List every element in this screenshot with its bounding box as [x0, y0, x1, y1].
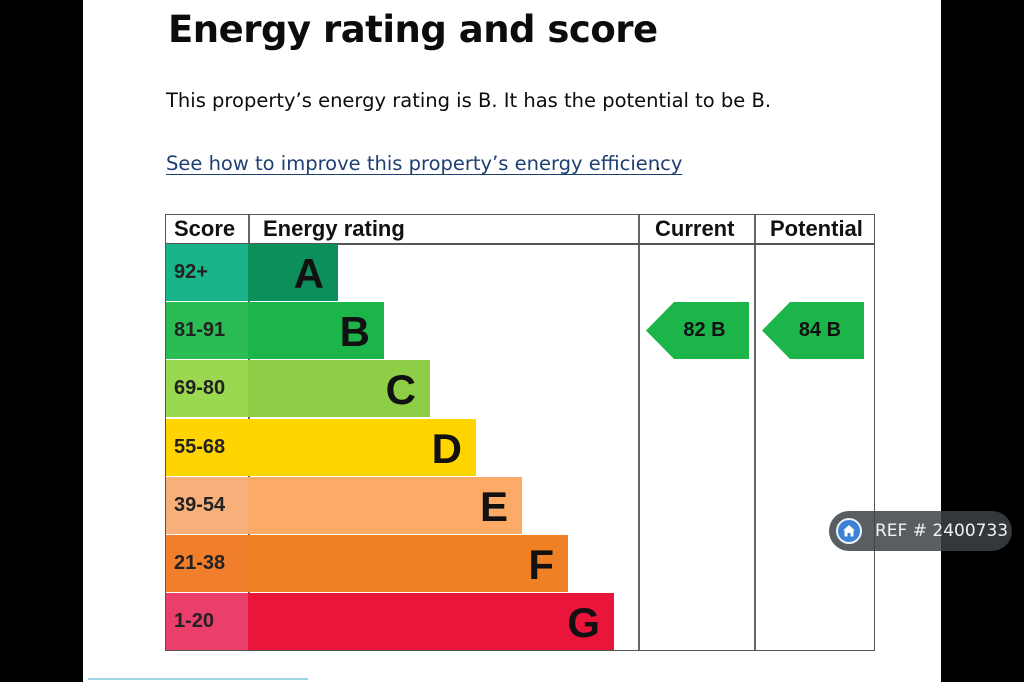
improve-efficiency-link[interactable]: See how to improve this property’s energ…: [166, 152, 683, 175]
potential-rating-value: 84 B: [798, 319, 842, 342]
header-potential: Potential: [770, 216, 863, 241]
rating-row-b: 81-91 B: [166, 302, 636, 360]
ref-number: REF # 2400733: [875, 521, 1009, 541]
potential-rating-arrow: 84 B: [762, 302, 864, 360]
rating-row-a: 92+ A: [166, 244, 636, 301]
rating-row-d: 55-68 D: [166, 418, 636, 476]
page-title: Energy rating and score: [168, 8, 658, 51]
score-range: 39-54: [166, 476, 248, 534]
header-current: Current: [655, 216, 735, 241]
rating-bar-g: G: [248, 593, 614, 651]
rating-row-f: 21-38 F: [166, 535, 636, 592]
score-range: 1-20: [166, 593, 248, 651]
home-icon: [836, 518, 862, 544]
header-score: Score: [174, 216, 236, 241]
rating-summary: This property’s energy rating is B. It h…: [166, 89, 772, 112]
rating-row-e: 39-54 E: [166, 476, 636, 534]
score-range: 81-91: [166, 302, 248, 360]
header-energy-rating: Energy rating: [263, 216, 405, 241]
ref-badge: REF # 2400733: [829, 511, 1012, 551]
column-divider: [638, 215, 640, 650]
rating-bar-c: C: [248, 360, 430, 418]
score-range: 55-68: [166, 418, 248, 476]
rating-bar-a: A: [248, 244, 338, 301]
current-rating-value: 82 B: [683, 319, 726, 342]
score-range: 92+: [166, 244, 248, 301]
rating-bar-d: D: [248, 418, 476, 476]
rating-bar-f: F: [248, 535, 568, 592]
rating-row-c: 69-80 C: [166, 360, 636, 418]
energy-rating-chart: Score Energy rating Current Potential 92…: [165, 214, 875, 651]
divider: [88, 678, 308, 680]
current-rating-arrow: 82 B: [646, 302, 749, 360]
rating-row-g: 1-20 G: [166, 593, 636, 651]
header-divider: [166, 243, 874, 245]
column-divider: [754, 215, 756, 650]
score-range: 21-38: [166, 535, 248, 592]
link-period: .: [655, 152, 662, 175]
rating-bar-b: B: [248, 302, 384, 360]
score-range: 69-80: [166, 360, 248, 418]
rating-bar-e: E: [248, 476, 522, 534]
